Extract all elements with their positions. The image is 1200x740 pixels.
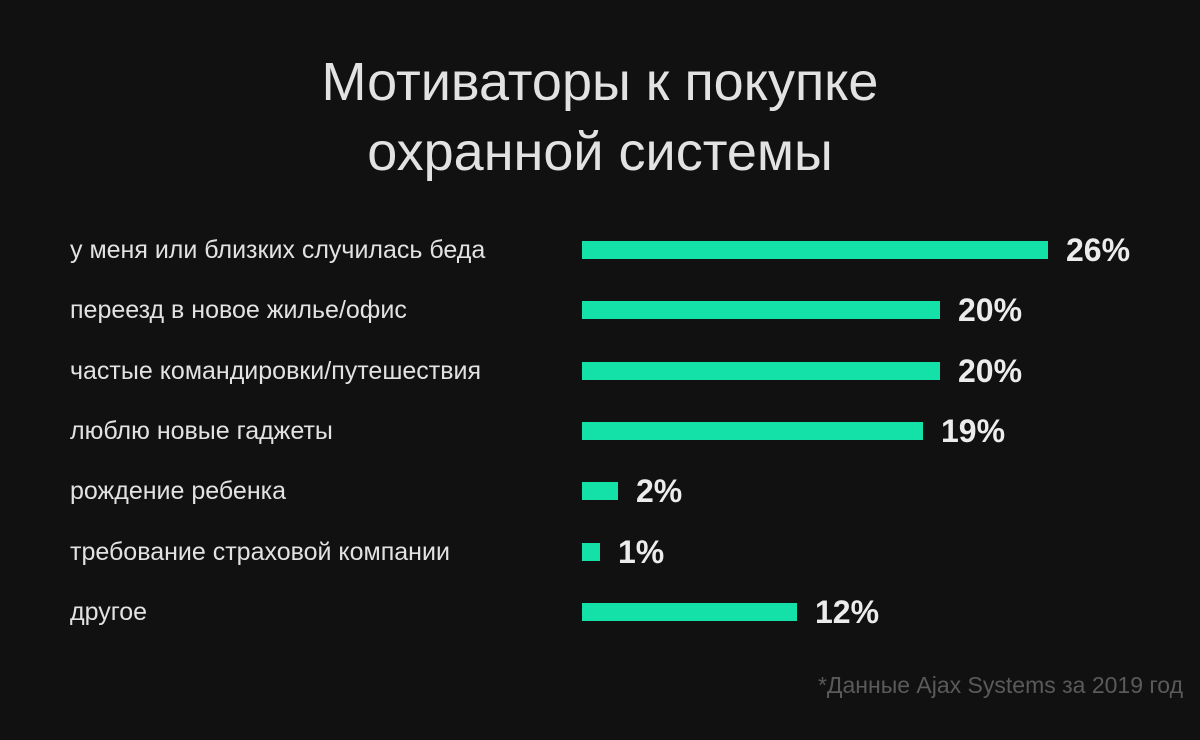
bar <box>582 602 797 621</box>
category-label: частые командировки/путешествия <box>70 356 482 385</box>
category-label: у меня или близких случилась беда <box>70 236 486 264</box>
bar <box>582 482 618 501</box>
chart-title-line-1: Мотиваторы к покупке <box>321 52 879 112</box>
value-label: 19% <box>941 412 1006 449</box>
category-label: требование страховой компании <box>70 537 450 566</box>
category-label: переезд в новое жилье/офис <box>70 296 407 325</box>
bar <box>582 542 600 561</box>
value-label: 12% <box>815 593 880 630</box>
source-footnote: *Данные Ajax Systems за 2019 год <box>817 672 1183 698</box>
category-label: другое <box>70 597 148 626</box>
value-label: 20% <box>958 352 1023 389</box>
value-label: 2% <box>636 473 683 510</box>
value-label: 26% <box>1066 232 1131 268</box>
bar <box>582 301 940 320</box>
category-label: рождение ребенка <box>70 477 287 506</box>
bar <box>582 241 1048 259</box>
value-label: 20% <box>958 292 1023 329</box>
category-label: люблю новые гаджеты <box>70 416 333 445</box>
value-label: 1% <box>618 533 665 570</box>
chart-title-line-2: охранной системы <box>367 122 833 182</box>
bar <box>582 421 923 440</box>
bar <box>582 361 940 380</box>
